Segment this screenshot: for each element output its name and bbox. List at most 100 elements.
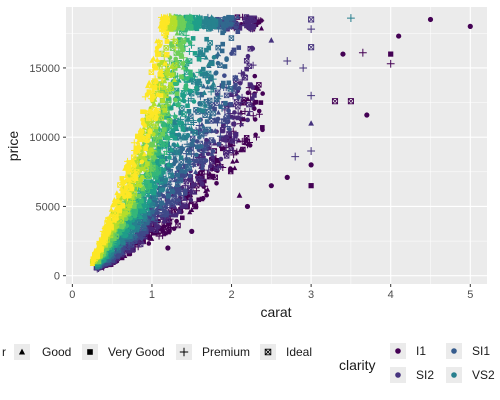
data-point <box>161 85 166 90</box>
data-point <box>219 146 225 152</box>
data-point <box>183 85 189 91</box>
data-point <box>174 81 180 86</box>
data-point <box>227 21 233 27</box>
data-point <box>145 219 150 224</box>
data-point <box>211 19 216 25</box>
cut-legend-label: Premium <box>202 345 250 359</box>
clarity-legend-symbol <box>395 348 401 354</box>
data-point <box>145 83 151 89</box>
data-point <box>165 67 170 73</box>
data-point <box>151 101 157 106</box>
data-point <box>214 119 221 127</box>
data-point <box>152 194 158 201</box>
data-point <box>199 176 207 183</box>
data-point <box>147 198 152 204</box>
data-point <box>196 197 202 203</box>
data-point <box>234 109 242 117</box>
data-point <box>185 48 193 55</box>
data-point <box>183 26 189 32</box>
data-point <box>146 80 152 86</box>
data-point <box>183 83 189 88</box>
data-point <box>136 193 142 199</box>
y-axis-title: price <box>5 131 21 162</box>
data-point <box>210 173 216 179</box>
data-point <box>134 156 139 162</box>
data-point <box>224 18 230 24</box>
data-point <box>112 215 119 221</box>
data-point <box>111 197 117 202</box>
y-tick-label: 5000 <box>36 201 60 213</box>
data-point <box>140 175 145 180</box>
data-point <box>164 186 171 192</box>
data-point <box>154 57 160 62</box>
data-point <box>231 121 237 127</box>
data-point <box>134 134 140 140</box>
data-point <box>180 61 186 66</box>
data-point <box>201 66 206 72</box>
data-point <box>197 47 204 53</box>
data-point <box>229 51 234 56</box>
data-point <box>163 45 169 51</box>
data-point <box>396 33 402 39</box>
data-point <box>180 38 187 44</box>
data-point <box>155 92 161 98</box>
data-points <box>165 14 473 251</box>
data-point <box>175 102 181 108</box>
data-point <box>243 14 250 20</box>
data-point <box>189 228 195 234</box>
data-point <box>194 81 200 86</box>
data-point <box>247 26 252 31</box>
data-point <box>130 174 137 180</box>
data-point <box>162 148 170 156</box>
data-point <box>94 253 101 259</box>
data-point <box>164 210 172 218</box>
clarity-legend-label: SI1 <box>472 344 490 358</box>
data-point <box>166 193 171 198</box>
data-point <box>154 45 160 51</box>
data-point <box>204 36 209 42</box>
data-point <box>246 108 254 116</box>
data-point <box>166 96 171 101</box>
data-point <box>208 163 213 169</box>
data-point <box>130 225 136 230</box>
data-point <box>153 218 161 225</box>
data-point <box>188 88 194 94</box>
data-point <box>164 51 170 57</box>
data-point <box>200 152 205 157</box>
data-point <box>133 149 138 155</box>
data-point <box>168 85 175 91</box>
data-point <box>183 169 188 175</box>
data-point <box>120 190 125 195</box>
data-point <box>153 116 159 122</box>
data-point <box>147 183 152 188</box>
x-tick-label: 2 <box>228 289 234 301</box>
data-point <box>161 123 167 129</box>
data-point <box>157 72 163 77</box>
data-point <box>180 64 186 70</box>
data-point <box>156 185 162 191</box>
data-point <box>122 216 127 221</box>
data-point <box>152 123 159 130</box>
data-point <box>138 132 144 137</box>
data-point <box>214 180 219 186</box>
data-point <box>229 138 235 144</box>
data-point <box>220 123 226 129</box>
x-tick-label: 4 <box>388 289 394 301</box>
data-point <box>205 166 213 174</box>
data-point <box>118 185 125 191</box>
data-point <box>174 181 181 188</box>
data-point <box>174 149 181 155</box>
data-point <box>200 195 206 201</box>
data-point <box>233 136 241 144</box>
data-point <box>105 232 110 237</box>
data-point <box>150 215 156 221</box>
data-point <box>226 14 231 20</box>
data-point <box>235 115 241 121</box>
data-point <box>145 161 150 167</box>
data-point <box>179 15 184 21</box>
data-point <box>182 31 190 39</box>
data-point <box>364 112 370 118</box>
data-point <box>142 136 149 143</box>
data-point <box>148 108 154 114</box>
data-point <box>217 62 223 69</box>
